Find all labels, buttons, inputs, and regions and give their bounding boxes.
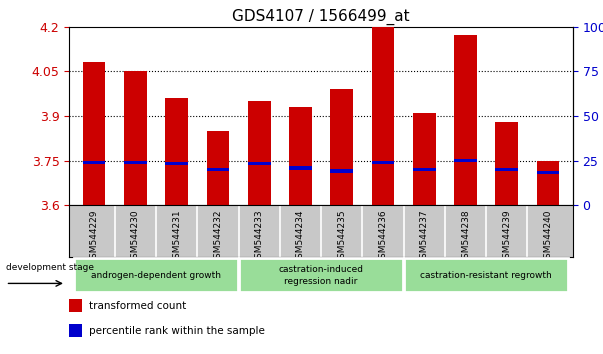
Bar	[454, 159, 477, 162]
Bar	[248, 101, 271, 205]
Bar	[207, 168, 229, 171]
Bar	[165, 162, 188, 165]
Text: GSM544236: GSM544236	[379, 210, 388, 264]
Bar	[371, 160, 394, 164]
Bar	[69, 324, 83, 337]
Bar	[289, 107, 312, 205]
Text: GSM544234: GSM544234	[296, 210, 305, 264]
Text: castration-resistant regrowth: castration-resistant regrowth	[420, 271, 552, 280]
Bar	[496, 168, 518, 171]
Text: GSM544232: GSM544232	[213, 210, 223, 264]
Bar	[248, 162, 271, 165]
Bar	[405, 258, 568, 292]
Text: GSM544229: GSM544229	[90, 210, 99, 264]
Text: development stage: development stage	[5, 263, 93, 272]
Bar	[537, 171, 560, 174]
Text: GSM544235: GSM544235	[337, 210, 346, 264]
Title: GDS4107 / 1566499_at: GDS4107 / 1566499_at	[232, 9, 410, 25]
Bar	[239, 258, 403, 292]
Bar	[207, 131, 229, 205]
Text: GSM544230: GSM544230	[131, 210, 140, 264]
Bar	[537, 161, 560, 205]
Bar	[413, 168, 435, 171]
Text: GSM544238: GSM544238	[461, 210, 470, 264]
Bar	[124, 71, 147, 205]
Text: percentile rank within the sample: percentile rank within the sample	[89, 326, 265, 336]
Text: GSM544231: GSM544231	[172, 210, 181, 264]
Bar	[74, 258, 238, 292]
Bar	[124, 160, 147, 164]
Bar	[454, 35, 477, 205]
Text: androgen-dependent growth: androgen-dependent growth	[91, 271, 221, 280]
Bar	[289, 166, 312, 170]
Bar	[330, 89, 353, 205]
Bar	[371, 27, 394, 205]
Bar	[413, 113, 435, 205]
Text: castration-induced
regression nadir: castration-induced regression nadir	[279, 265, 364, 286]
Bar	[83, 160, 106, 164]
Text: GSM544233: GSM544233	[254, 210, 264, 264]
Text: GSM544240: GSM544240	[543, 210, 552, 264]
Bar	[69, 299, 83, 312]
Text: GSM544239: GSM544239	[502, 210, 511, 264]
Bar	[165, 98, 188, 205]
Text: GSM544237: GSM544237	[420, 210, 429, 264]
Bar	[496, 122, 518, 205]
Text: transformed count: transformed count	[89, 301, 186, 311]
Bar	[83, 62, 106, 205]
Bar	[330, 170, 353, 173]
